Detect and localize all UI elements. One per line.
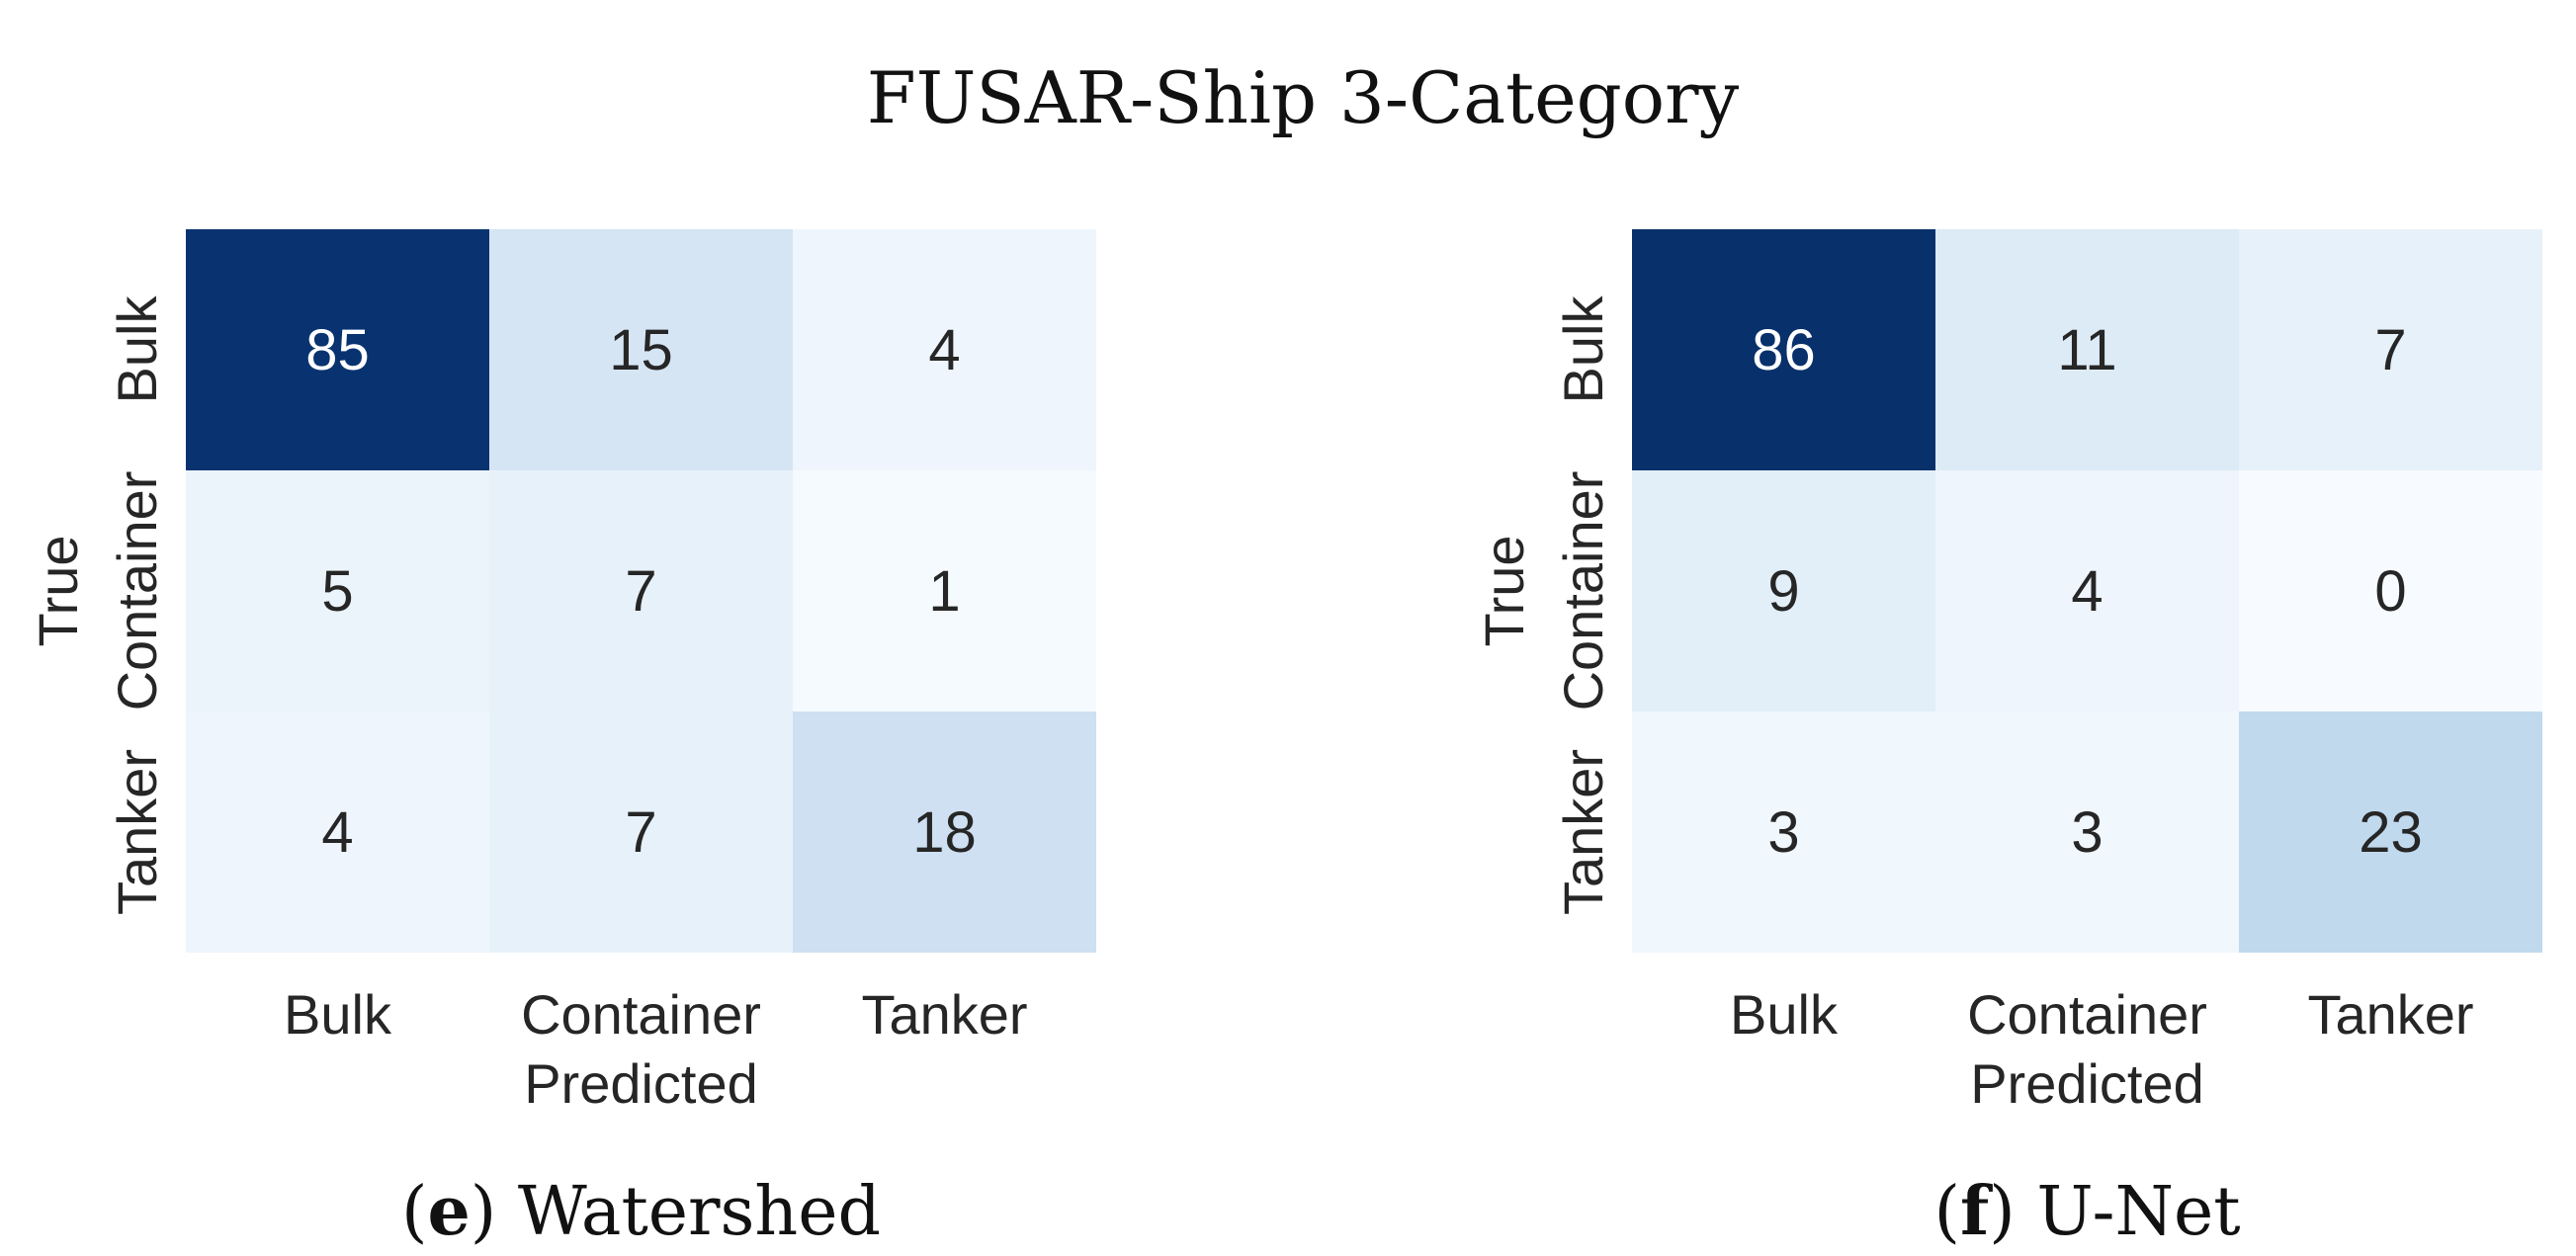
cell-value-1-1: 7 [625,559,656,624]
caption-letter: f [1960,1172,1993,1251]
caption-paren-close: ) [1989,1173,2016,1251]
cell-value-1-0: 5 [321,559,353,624]
y-tick-label: Bulk [106,295,168,404]
y-axis-label: True [27,535,89,646]
x-tick-label: Bulk [1730,983,1839,1046]
y-tick-label: Tanker [1552,749,1614,915]
y-tick-label: Container [106,471,168,712]
panel-caption: (f) U-Net [1933,1172,2240,1251]
heatmap-cell-2-0 [1632,712,1935,953]
cell-value-0-1: 15 [609,318,673,382]
x-tick-label: Tanker [861,983,1027,1046]
heatmap-cell-0-0 [1632,229,1935,470]
caption-paren-open: ( [401,1173,428,1251]
cell-value-2-1: 7 [625,800,656,865]
cell-value-1-1: 4 [2071,559,2103,624]
x-tick-label: Container [521,983,761,1046]
confusion-matrix-watershed: 85 15 4 5 7 1 4 7 18 Bulk Container Tanker Predicted… [27,229,1096,1251]
heatmap-cell-0-1 [1935,229,2239,470]
heatmap-cell-0-0 [186,229,489,470]
cell-value-0-0: 85 [305,318,370,382]
cell-value-0-2: 7 [2374,318,2406,382]
heatmap-cell-1-1 [1935,470,2239,712]
cell-value-1-2: 0 [2374,559,2406,624]
cell-value-2-0: 3 [1767,800,1799,865]
x-axis-label: Predicted [524,1052,758,1115]
y-tick-label: Bulk [1552,295,1614,404]
heatmap-cell-1-0 [1632,470,1935,712]
caption-text: U-Net [2016,1173,2241,1251]
x-tick-label: Bulk [284,983,392,1046]
panel-caption: (e) Watershed [401,1172,881,1251]
cell-value-2-2: 23 [2359,800,2423,865]
heatmap-cell-2-2 [2239,712,2542,953]
heatmap-cell-0-2 [2239,229,2542,470]
caption-paren-close: ) [471,1173,497,1251]
heatmap-cell-0-2 [793,229,1096,470]
heatmap-cell-2-0 [186,712,489,953]
cell-value-2-1: 3 [2071,800,2103,865]
confusion-matrix-unet: 86 11 7 9 4 0 3 3 23 Bulk Container Tanker Predicted… [1473,229,2542,1251]
caption-text: Watershed [496,1173,881,1251]
cell-value-1-2: 1 [928,559,960,624]
y-axis-label: True [1473,535,1535,646]
cell-value-0-0: 86 [1752,318,1816,382]
heatmap-cell-1-0 [186,470,489,712]
figure-title: FUSAR-Ship 3-Category [867,56,1740,139]
heatmap-cell-1-1 [489,470,793,712]
y-tick-label: Tanker [106,749,168,915]
caption-paren-open: ( [1933,1173,1960,1251]
x-tick-label: Container [1967,983,2207,1046]
heatmap-cell-1-2 [793,470,1096,712]
y-tick-label: Container [1552,471,1614,712]
heatmap-cell-2-1 [1935,712,2239,953]
cell-value-1-0: 9 [1767,559,1799,624]
x-axis-label: Predicted [1970,1052,2204,1115]
cell-value-2-0: 4 [321,800,353,865]
cell-value-2-2: 18 [912,800,977,865]
cell-value-0-1: 11 [2057,318,2116,382]
heatmap-cell-2-1 [489,712,793,953]
cell-value-0-2: 4 [928,318,960,382]
heatmap-cell-0-1 [489,229,793,470]
x-tick-label: Tanker [2307,983,2473,1046]
heatmap-cell-1-2 [2239,470,2542,712]
heatmap-cell-2-2 [793,712,1096,953]
caption-letter: e [428,1172,471,1251]
